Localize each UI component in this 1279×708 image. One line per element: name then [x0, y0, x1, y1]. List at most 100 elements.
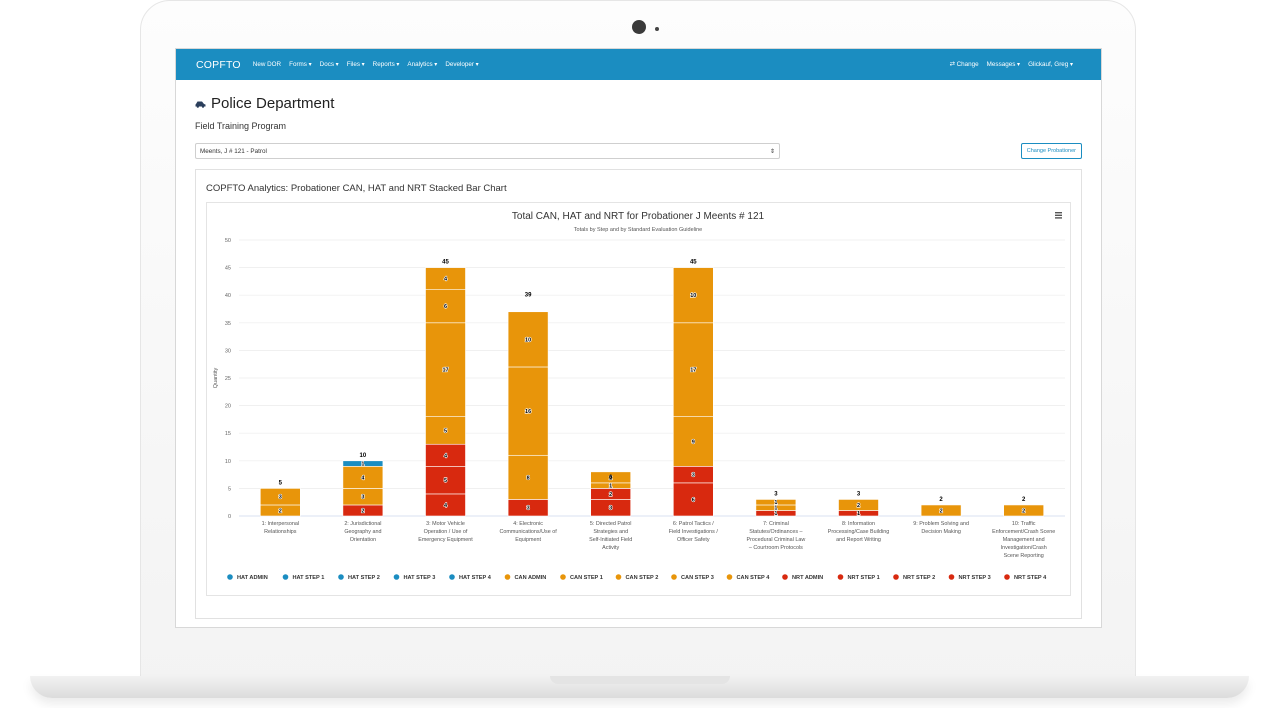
bar-segment-label: 1 — [774, 511, 777, 517]
brand-link[interactable]: COPFTO — [196, 58, 241, 71]
bar-total-label: 3 — [774, 491, 778, 497]
bar-total-label: 45 — [690, 260, 697, 266]
bar-segment-label: 4 — [444, 503, 448, 509]
y-tick-label: 45 — [225, 266, 231, 272]
legend-item-label: CAN ADMIN — [515, 575, 547, 581]
change-probationer-button[interactable]: Change Probationer — [1020, 143, 1082, 159]
bar-segment-label: 5 — [444, 478, 447, 484]
base-notch — [550, 676, 730, 684]
bar-segment — [507, 366, 549, 456]
legend-item-label: NRT STEP 2 — [903, 575, 935, 581]
bar-segment — [425, 416, 466, 445]
bar-segment-label: 1 — [609, 484, 612, 490]
probationer-select[interactable]: Meents, J # 121 - Patrol ⇕ — [195, 143, 780, 159]
bar-segment-label: 2 — [609, 492, 612, 498]
bar-segment — [425, 267, 466, 290]
bar-total-label: 2 — [1022, 497, 1026, 503]
bar-segment-label: 2 — [609, 475, 612, 481]
legend-marker — [338, 574, 344, 580]
bar-segment — [425, 289, 466, 324]
x-tick-label: 2: Jurisdictional Geography and Orientatio… — [344, 521, 381, 543]
nav-files-menu[interactable]: Files — [347, 61, 365, 68]
bar-segment-label: 10 — [690, 293, 696, 299]
x-tick-label: 10: Traffic Enforcement/Crash Scene Manage… — [992, 521, 1055, 559]
legend-marker — [393, 574, 400, 580]
bar-segment-label: 3 — [361, 495, 364, 501]
bar-segment-label: 2 — [279, 508, 282, 514]
bar-segment — [342, 460, 384, 467]
legend-item-label: NRT STEP 3 — [959, 575, 991, 581]
legend-item-label: HAT STEP 1 — [293, 575, 325, 581]
bar-total-label: 5 — [279, 480, 283, 486]
page-content: Police Department Field Training Program… — [176, 95, 1101, 619]
legend-item-label: NRT STEP 1 — [848, 575, 880, 581]
x-tick-label: 4: Electronic Communications/Use of Equipm… — [499, 521, 557, 543]
bar-segment-label: 4 — [444, 277, 448, 283]
bar-segment — [425, 466, 466, 495]
y-tick-label: 10 — [225, 459, 231, 465]
nav-reports-menu[interactable]: Reports — [373, 61, 400, 68]
bar-total-label: 45 — [442, 260, 449, 266]
legend-marker — [948, 574, 955, 580]
page-subtitle: Field Training Program — [195, 121, 287, 131]
nav-analytics-menu[interactable]: Analytics — [407, 61, 437, 68]
probationer-select-row: Meents, J # 121 - Patrol ⇕ Change Probat… — [195, 143, 1082, 159]
bar-segment-label: 3 — [609, 506, 612, 512]
bar-segment-label: 2 — [940, 508, 943, 514]
x-tick-label: 8: Information Processing/Case Building an… — [828, 521, 889, 543]
legend-item-label: CAN STEP 3 — [681, 575, 714, 581]
legend-marker — [449, 574, 455, 580]
nav-developer-menu[interactable]: Developer — [445, 61, 478, 68]
chart-menu-icon[interactable] — [1055, 212, 1062, 219]
stacked-bar-chart: Total CAN, HAT and NRT for Probationer J… — [213, 211, 1065, 581]
bar-segment — [1003, 504, 1045, 517]
bar-segment-label: 9 — [692, 439, 695, 445]
legend-marker — [282, 574, 289, 580]
camera-indicator — [655, 27, 659, 31]
nav-user-menu[interactable]: Glickauf, Greg — [1028, 61, 1073, 68]
legend-marker — [671, 574, 677, 580]
legend-marker — [1004, 574, 1010, 580]
bar-segment-label: 3 — [527, 506, 530, 512]
panel-title: COPFTO Analytics: Probationer CAN, HAT a… — [206, 183, 507, 194]
y-tick-label: 5 — [228, 486, 231, 492]
bar-segment-label: 17 — [690, 368, 696, 374]
bar-total-label: 2 — [939, 497, 943, 503]
y-tick-label: 0 — [228, 514, 231, 520]
bar-segment-label: 3 — [279, 495, 282, 501]
nav-forms-menu[interactable]: Forms — [289, 61, 312, 68]
bar-segment-label: 16 — [525, 409, 531, 415]
bar-total-label: 3 — [857, 491, 861, 497]
legend-item-label: CAN STEP 2 — [626, 575, 659, 581]
bar-total-label: 6 — [609, 475, 613, 481]
bar-segment-label: 1 — [774, 500, 777, 506]
bar-segment — [507, 311, 549, 368]
app-screen: COPFTO New DOR Forms Docs Files Reports … — [175, 48, 1102, 628]
y-axis-label: Quantity — [213, 368, 219, 389]
top-navbar: COPFTO New DOR Forms Docs Files Reports … — [176, 49, 1101, 80]
bar-segment — [920, 504, 962, 517]
bar-segment-label: 1 — [361, 462, 364, 468]
bar-segment — [507, 454, 549, 500]
bar-segment-label: 2 — [1022, 508, 1025, 514]
x-tick-label: 6: Patrol Tactics / Field Investigations … — [669, 521, 719, 543]
nav-new-dor[interactable]: New DOR — [252, 61, 282, 68]
x-tick-label: 5: Directed Patrol Strategies and Self-Ini… — [589, 521, 632, 551]
legend-item-label: HAT STEP 2 — [348, 575, 380, 581]
bar-segment-label: 1 — [774, 506, 777, 512]
police-car-icon — [195, 101, 206, 108]
legend-item-label: NRT ADMIN — [792, 575, 823, 581]
bar-segment — [259, 488, 301, 506]
select-arrows-icon: ⇕ — [769, 148, 775, 155]
nav-change-link[interactable]: ⇄ Change — [949, 61, 979, 68]
bar-segment-label: 3 — [692, 473, 695, 479]
chart-container: Total CAN, HAT and NRT for Probationer J… — [206, 202, 1071, 596]
nav-messages-menu[interactable]: Messages — [987, 61, 1020, 68]
bar-segment-label: 1 — [857, 511, 860, 517]
y-tick-label: 35 — [225, 321, 231, 327]
legend-marker — [227, 574, 233, 580]
legend-marker — [726, 574, 733, 580]
legend-marker — [615, 574, 622, 580]
bar-segment — [672, 267, 714, 324]
nav-docs-menu[interactable]: Docs — [320, 61, 339, 68]
